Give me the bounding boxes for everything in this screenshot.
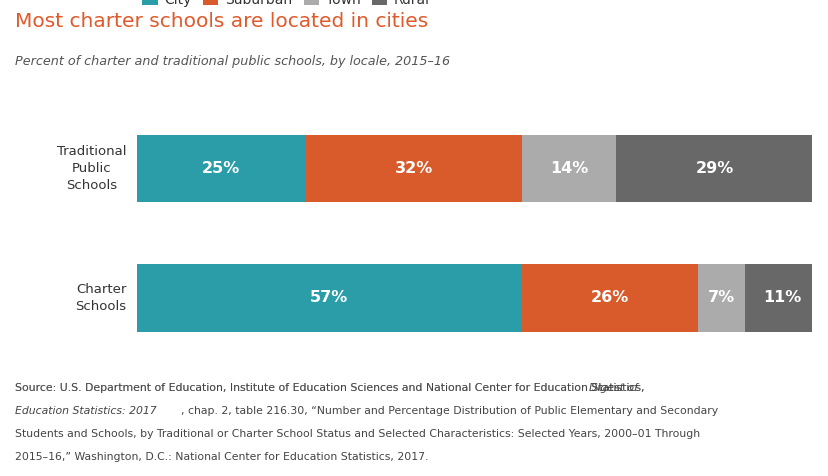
Text: 57%: 57% [310,290,348,306]
Text: 14%: 14% [550,161,588,176]
Text: , chap. 2, table 216.30, “Number and Percentage Distribution of Public Elementar: , chap. 2, table 216.30, “Number and Per… [181,406,717,416]
Bar [306,135,522,202]
Text: 7%: 7% [707,290,734,306]
Text: 32%: 32% [394,161,432,176]
Text: 26%: 26% [590,290,628,306]
Bar [696,264,744,332]
Bar [522,135,616,202]
Text: Source: U.S. Department of Education, Institute of Education Sciences and Nation: Source: U.S. Department of Education, In… [15,383,647,393]
Text: 11%: 11% [762,290,800,306]
Text: 2015–16,” Washington, D.C.: National Center for Education Statistics, 2017.: 2015–16,” Washington, D.C.: National Cen… [15,452,428,462]
Text: Source: U.S. Department of Education, Institute of Education Sciences and Nation: Source: U.S. Department of Education, In… [15,383,647,393]
Text: Source: U.S. Department of Education, Institute of Education Sciences and Nation: Source: U.S. Department of Education, In… [15,383,647,393]
Text: Percent of charter and traditional public schools, by locale, 2015–16: Percent of charter and traditional publi… [15,55,450,68]
Text: 29%: 29% [695,161,733,176]
Bar [744,264,818,332]
Text: Traditional
Public
Schools: Traditional Public Schools [57,145,127,192]
Legend: City, Suburban, Town, Rural: City, Suburban, Town, Rural [142,0,430,7]
Bar [616,135,811,202]
Bar [137,264,522,332]
Text: Charter
Schools: Charter Schools [75,283,127,313]
Bar [137,135,306,202]
Text: Education Statistics: 2017: Education Statistics: 2017 [15,406,156,416]
Text: Most charter schools are located in cities: Most charter schools are located in citi… [15,12,427,31]
Bar [522,264,696,332]
Text: Students and Schools, by Traditional or Charter School Status and Selected Chara: Students and Schools, by Traditional or … [15,429,699,439]
Text: 25%: 25% [202,161,240,176]
Text: Digest of: Digest of [589,383,638,393]
